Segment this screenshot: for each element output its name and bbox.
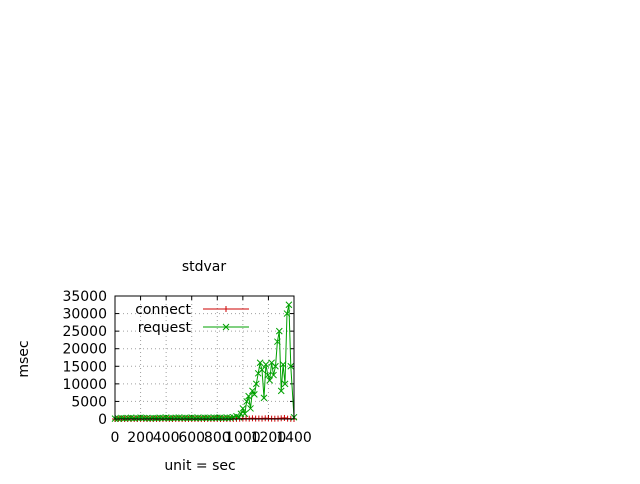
- data-point-request: [285, 301, 293, 309]
- data-point-request-stroke: [283, 310, 291, 317]
- y-tick-label: 25000: [62, 324, 107, 340]
- data-point-request-stroke: [140, 414, 148, 422]
- data-point-request: [251, 391, 258, 398]
- data-point-request: [277, 387, 285, 395]
- data-point-request-stroke: [264, 371, 272, 379]
- legend-label-request: request: [138, 320, 192, 336]
- data-point-request-stroke: [239, 405, 247, 412]
- data-point-request: [266, 376, 274, 384]
- data-point-request: [258, 366, 266, 374]
- data-point-request-stroke: [277, 387, 285, 395]
- data-point-request-stroke: [223, 414, 231, 421]
- data-point-request-stroke: [137, 414, 144, 421]
- data-point-request-stroke: [241, 410, 249, 418]
- data-point-request-stroke: [118, 414, 125, 422]
- data-point-request: [264, 371, 272, 379]
- data-point-request: [281, 380, 289, 388]
- data-point-request-stroke: [252, 380, 260, 388]
- legend-marker-request: [222, 323, 230, 331]
- x-tick-label: 400: [153, 430, 180, 446]
- data-point-request-stroke: [281, 380, 289, 388]
- data-point-request-stroke: [243, 398, 251, 405]
- data-point-request-stroke: [251, 391, 258, 398]
- data-point-request-stroke: [266, 376, 274, 384]
- data-point-request: [252, 380, 260, 388]
- data-point-request-stroke: [256, 359, 264, 367]
- plot-border: [114, 295, 295, 420]
- data-point-request: [247, 405, 254, 412]
- data-point-request-stroke: [181, 414, 189, 422]
- data-point-request: [245, 392, 252, 400]
- data-point-request: [262, 361, 270, 368]
- data-point-request: [287, 362, 295, 370]
- data-point-request-stroke: [162, 414, 170, 421]
- y-axis-label: msec: [16, 340, 32, 377]
- data-point-request-stroke: [175, 414, 183, 421]
- x-tick-label: 1000: [225, 430, 261, 446]
- x-tick-label: 1400: [276, 430, 312, 446]
- data-point-request-stroke: [249, 387, 256, 395]
- y-tick-label: 20000: [62, 342, 107, 358]
- data-point-request: [274, 338, 281, 346]
- data-point-request-stroke: [194, 414, 202, 422]
- data-point-request-stroke: [285, 301, 293, 309]
- data-point-request-stroke: [279, 361, 287, 368]
- y-tick-label: 0: [98, 412, 107, 428]
- x-tick-label: 1200: [251, 430, 287, 446]
- legend: connect request: [135, 302, 249, 336]
- data-point-request-stroke: [258, 366, 266, 374]
- legend-label-connect: connect: [135, 302, 191, 318]
- data-point-request-stroke: [188, 414, 196, 421]
- data-point-request-stroke: [245, 392, 252, 400]
- grid: [115, 296, 294, 419]
- data-point-request-stroke: [127, 414, 135, 422]
- y-tick-label: 10000: [62, 377, 107, 393]
- data-point-request-stroke: [262, 361, 270, 368]
- data-point-request: [283, 310, 291, 317]
- data-point-request-stroke: [143, 414, 151, 422]
- data-point-request-stroke: [260, 394, 268, 402]
- data-point-request-stroke: [233, 412, 240, 420]
- data-point-request-stroke: [156, 414, 164, 422]
- data-point-request: [272, 362, 279, 370]
- x-tick-label: 200: [127, 430, 154, 446]
- data-point-request: [260, 394, 268, 402]
- y-tick-label: 5000: [71, 394, 107, 410]
- chart-title: stdvar: [182, 259, 227, 275]
- x-tick-label: 0: [111, 430, 120, 446]
- data-point-request: [243, 398, 251, 405]
- y-tick-label: 15000: [62, 359, 107, 375]
- data-point-request-stroke: [204, 414, 212, 422]
- data-point-connect: [281, 414, 288, 421]
- data-point-request: [241, 410, 249, 418]
- data-point-request: [279, 361, 287, 368]
- legend-marker-request-stroke: [222, 323, 230, 331]
- data-point-request: [256, 359, 264, 367]
- data-point-request: [249, 387, 256, 395]
- data-point-request-stroke: [268, 359, 275, 367]
- data-point-request-stroke: [201, 414, 208, 421]
- legend-marker-connect: [223, 306, 229, 312]
- data-point-request-stroke: [274, 338, 281, 346]
- data-point-request-stroke: [247, 405, 254, 412]
- data-point-request-stroke: [217, 414, 224, 421]
- x-axis-label: unit = sec: [164, 458, 235, 474]
- y-tick-label: 35000: [62, 289, 107, 305]
- data-point-request-stroke: [150, 414, 157, 422]
- x-tick-label: 800: [204, 430, 231, 446]
- data-point-request-stroke: [287, 362, 295, 370]
- plot-frame: [114, 295, 295, 420]
- data-point-request: [275, 327, 283, 335]
- data-point-request: [270, 371, 277, 379]
- y-tick-label: 30000: [62, 307, 107, 323]
- x-tick-label: 600: [178, 430, 205, 446]
- data-point-request-stroke: [275, 327, 283, 335]
- data-point-request: [239, 405, 247, 412]
- data-point-request-stroke: [270, 371, 277, 379]
- data-point-request-stroke: [272, 362, 279, 370]
- data-point-request-stroke: [210, 414, 218, 421]
